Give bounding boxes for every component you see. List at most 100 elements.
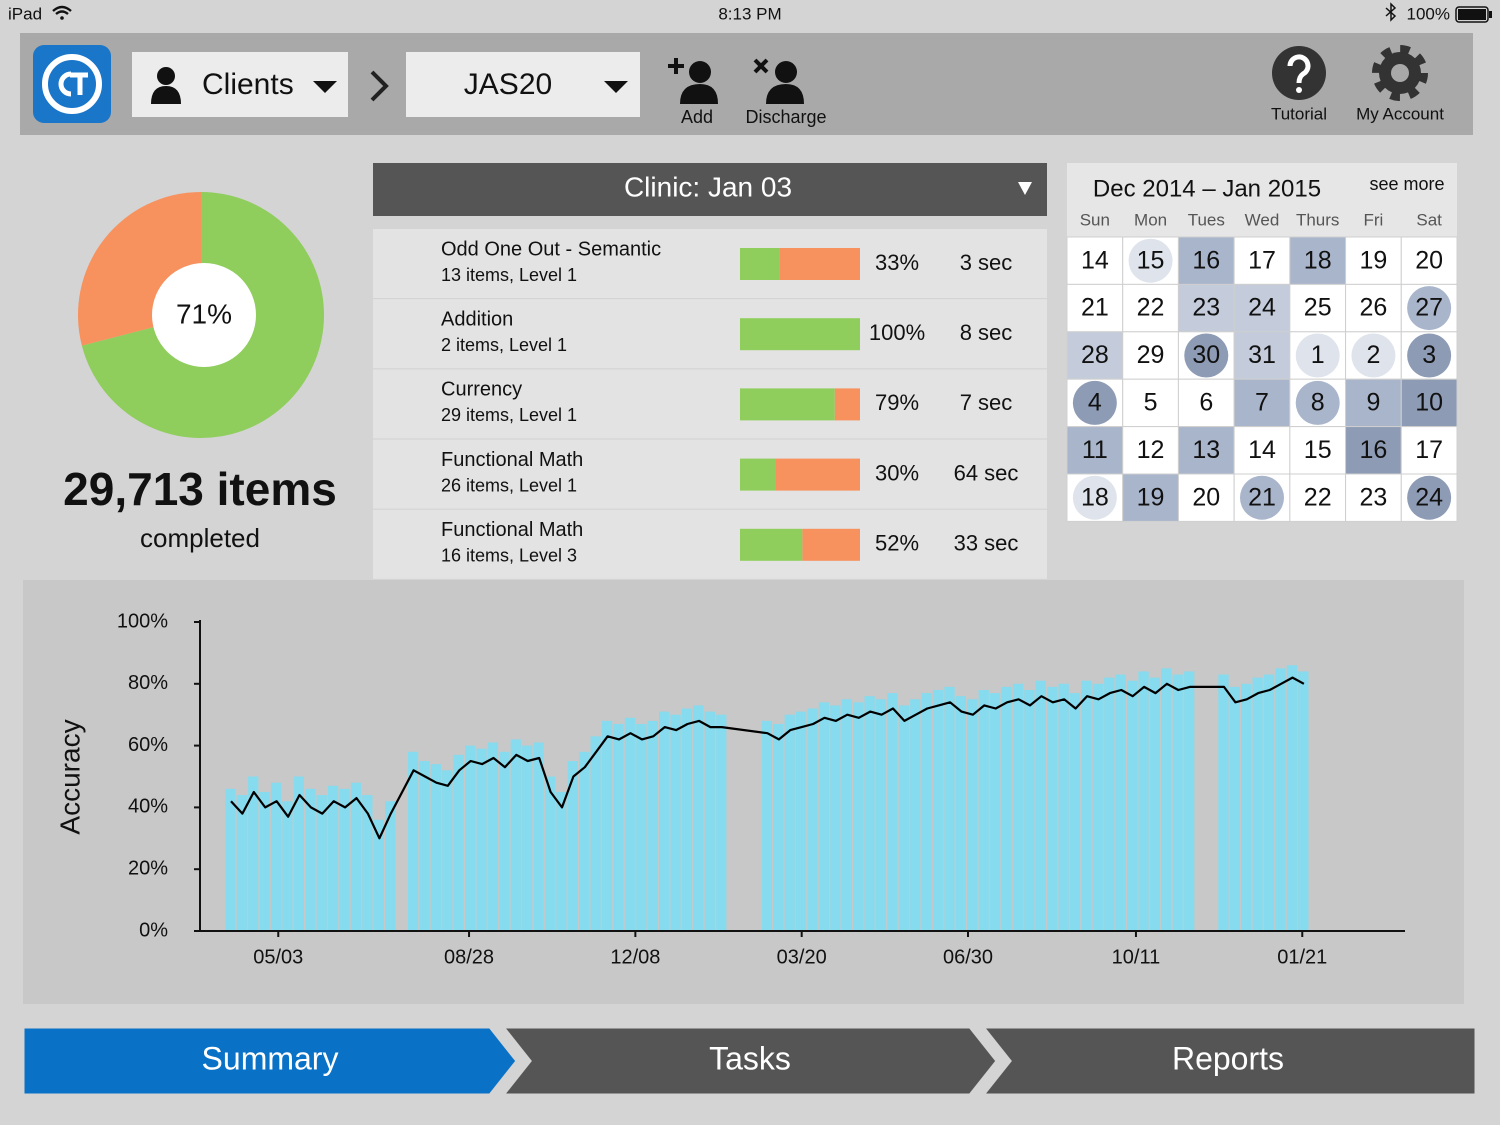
day-number[interactable]: 8 xyxy=(1311,389,1325,417)
day-number[interactable]: 11 xyxy=(1082,436,1108,464)
day-number[interactable]: 22 xyxy=(1304,483,1332,511)
client-id[interactable]: JAS20 xyxy=(464,68,552,101)
task-detail[interactable]: 13 items, Level 1 xyxy=(441,265,577,285)
accuracy-label[interactable]: 100% xyxy=(869,320,925,345)
day-number[interactable]: 7 xyxy=(1255,389,1269,417)
day-number[interactable]: 9 xyxy=(1366,389,1380,417)
day-cell[interactable] xyxy=(1122,378,1179,428)
day-cell[interactable] xyxy=(1122,331,1179,380)
day-cell[interactable] xyxy=(1289,473,1347,522)
day-cell[interactable] xyxy=(1345,236,1402,285)
task-time[interactable]: 3 sec xyxy=(960,250,1013,275)
account-label[interactable]: My Account xyxy=(1356,104,1444,123)
day-number[interactable]: 10 xyxy=(1415,389,1443,417)
day-number[interactable]: 12 xyxy=(1137,436,1165,464)
day-number[interactable]: 15 xyxy=(1304,436,1332,464)
day-number[interactable]: 20 xyxy=(1415,246,1443,274)
day-number[interactable]: 22 xyxy=(1137,294,1165,322)
tab-shape[interactable] xyxy=(21,1025,519,1097)
session-row[interactable]: Odd One Out - Semantic 13 items, Level 1 3… xyxy=(373,229,1047,298)
day-number[interactable]: 5 xyxy=(1144,389,1158,417)
day-cell[interactable] xyxy=(1177,236,1235,285)
task-time[interactable]: 33 sec xyxy=(954,531,1019,556)
task-time[interactable]: 7 sec xyxy=(960,390,1013,415)
day-number[interactable]: 27 xyxy=(1415,294,1443,322)
session-row[interactable]: Functional Math 16 items, Level 3 52% 33 se… xyxy=(373,509,1047,579)
day-number[interactable]: 25 xyxy=(1304,294,1332,322)
day-number[interactable]: 21 xyxy=(1081,294,1109,322)
task-name[interactable]: Functional Math xyxy=(441,449,583,471)
task-detail[interactable]: 16 items, Level 3 xyxy=(441,546,577,566)
day-number[interactable]: 24 xyxy=(1415,483,1443,511)
accuracy-label[interactable]: 30% xyxy=(875,460,919,485)
discharge-button[interactable]: Discharge xyxy=(745,58,827,127)
tab[interactable]: Summary xyxy=(21,1025,519,1097)
day-cell[interactable] xyxy=(1400,236,1458,285)
accuracy-label[interactable]: 79% xyxy=(875,390,919,415)
task-name[interactable]: Odd One Out - Semantic xyxy=(441,238,661,260)
tab[interactable]: Tasks xyxy=(499,1025,999,1097)
task-detail[interactable]: 26 items, Level 1 xyxy=(441,475,577,495)
add-label[interactable]: Add xyxy=(681,107,713,127)
day-cell[interactable] xyxy=(1066,426,1124,475)
day-cell[interactable] xyxy=(1233,426,1291,475)
day-number[interactable]: 17 xyxy=(1415,436,1443,464)
accuracy-label[interactable]: 52% xyxy=(875,531,919,556)
task-name[interactable]: Currency xyxy=(441,379,522,401)
day-number[interactable]: 29 xyxy=(1137,341,1165,369)
day-number[interactable]: 16 xyxy=(1192,246,1220,274)
day-cell[interactable] xyxy=(1289,283,1347,333)
day-number[interactable]: 18 xyxy=(1304,246,1332,274)
day-cell[interactable] xyxy=(1233,236,1291,285)
tutorial-label[interactable]: Tutorial xyxy=(1271,104,1327,123)
day-number[interactable]: 20 xyxy=(1192,483,1220,511)
account-button[interactable]: My Account xyxy=(1356,45,1444,123)
day-cell[interactable] xyxy=(1400,378,1458,428)
day-number[interactable]: 3 xyxy=(1422,341,1436,369)
day-number[interactable]: 21 xyxy=(1248,483,1276,511)
day-cell[interactable] xyxy=(1289,426,1347,475)
task-detail[interactable]: 29 items, Level 1 xyxy=(441,405,577,425)
day-cell[interactable] xyxy=(1066,236,1124,285)
day-cell[interactable] xyxy=(1233,331,1291,380)
tab-shape[interactable] xyxy=(979,1025,1478,1097)
day-cell[interactable] xyxy=(1289,236,1347,285)
task-time[interactable]: 64 sec xyxy=(954,460,1019,485)
session-row[interactable]: Functional Math 26 items, Level 1 30% 64 se… xyxy=(373,439,1047,509)
tab[interactable]: Reports xyxy=(979,1025,1478,1097)
day-cell[interactable] xyxy=(1066,331,1124,380)
session-row[interactable]: Addition 2 items, Level 1 100% 8 sec xyxy=(373,299,1047,369)
day-number[interactable]: 19 xyxy=(1360,246,1388,274)
day-number[interactable]: 1 xyxy=(1311,341,1325,369)
accuracy-label[interactable]: 33% xyxy=(875,250,919,275)
discharge-label[interactable]: Discharge xyxy=(745,107,826,127)
day-cell[interactable] xyxy=(1122,426,1179,475)
day-cell[interactable] xyxy=(1345,378,1402,428)
session-header[interactable]: Clinic: Jan 03 xyxy=(373,163,1047,216)
day-cell[interactable] xyxy=(1177,283,1235,333)
task-detail[interactable]: 2 items, Level 1 xyxy=(441,335,567,355)
day-cell[interactable] xyxy=(1177,473,1235,522)
tab-label[interactable]: Tasks xyxy=(709,1040,791,1076)
day-number[interactable]: 31 xyxy=(1248,341,1276,369)
day-cell[interactable] xyxy=(1177,426,1235,475)
see-more-link[interactable]: see more xyxy=(1369,174,1444,194)
tab-label[interactable]: Reports xyxy=(1172,1040,1284,1076)
day-number[interactable]: 4 xyxy=(1088,389,1102,417)
day-cell[interactable] xyxy=(1345,473,1402,522)
client-menu[interactable]: Clients xyxy=(132,52,348,117)
task-name[interactable]: Functional Math xyxy=(441,519,583,541)
day-number[interactable]: 13 xyxy=(1192,436,1220,464)
day-cell[interactable] xyxy=(1066,283,1124,333)
day-number[interactable]: 2 xyxy=(1366,341,1380,369)
day-number[interactable]: 16 xyxy=(1360,436,1388,464)
tab-shape[interactable] xyxy=(499,1025,999,1097)
client-selector[interactable]: JAS20 xyxy=(406,52,640,117)
day-cell[interactable] xyxy=(1122,473,1179,522)
day-cell[interactable] xyxy=(1233,378,1291,428)
session-title[interactable]: Clinic: Jan 03 xyxy=(624,171,792,202)
day-number[interactable]: 23 xyxy=(1192,294,1220,322)
day-number[interactable]: 24 xyxy=(1248,294,1276,322)
day-number[interactable]: 15 xyxy=(1137,246,1165,274)
day-number[interactable]: 17 xyxy=(1248,246,1276,274)
